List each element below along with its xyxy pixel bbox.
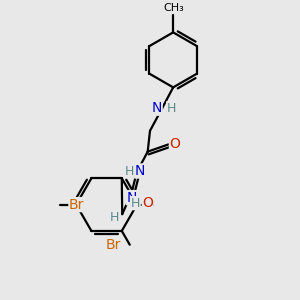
Text: N: N [135, 164, 145, 178]
Text: N: N [126, 191, 137, 205]
Text: Br: Br [69, 198, 84, 212]
Text: CH₃: CH₃ [164, 3, 184, 13]
Text: H: H [167, 102, 176, 115]
Text: N: N [152, 101, 162, 115]
Text: H: H [110, 211, 119, 224]
Text: O: O [169, 137, 180, 152]
Text: O: O [142, 196, 153, 210]
Text: Br: Br [106, 238, 121, 252]
Text: H: H [125, 164, 134, 178]
Text: H: H [131, 197, 140, 210]
